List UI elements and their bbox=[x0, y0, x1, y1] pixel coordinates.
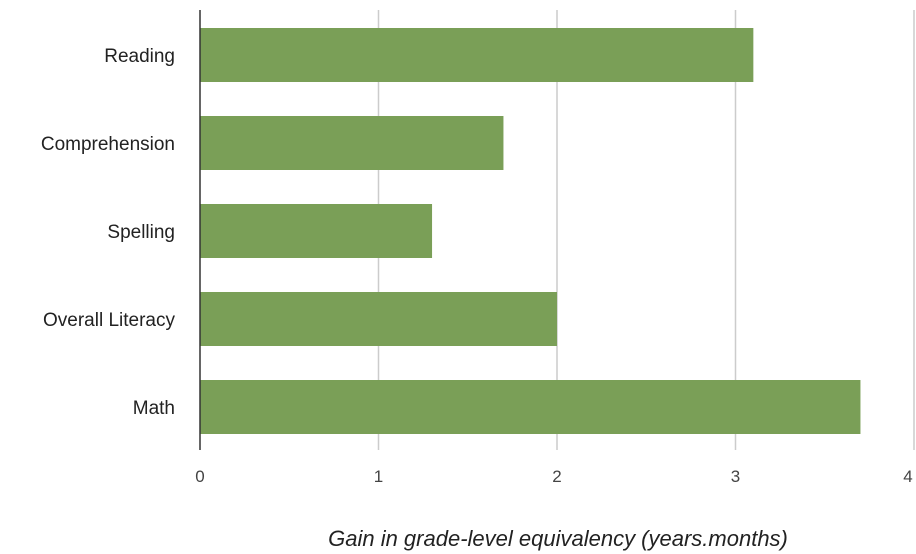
category-label: Math bbox=[133, 398, 175, 419]
category-label: Spelling bbox=[107, 222, 175, 243]
x-tick-label: 1 bbox=[374, 467, 383, 486]
category-label: Comprehension bbox=[41, 134, 175, 155]
bar-math bbox=[200, 380, 861, 434]
x-tick-label: 0 bbox=[195, 467, 204, 486]
bar-overall-literacy bbox=[200, 292, 557, 346]
x-tick-label: 4 bbox=[903, 467, 912, 486]
category-labels: Reading Comprehension Spelling Overall Lite… bbox=[41, 46, 176, 419]
x-tick-labels: 0 1 2 3 4 bbox=[195, 467, 912, 486]
bars bbox=[200, 28, 861, 434]
x-tick-label: 2 bbox=[552, 467, 561, 486]
bar-spelling bbox=[200, 204, 433, 258]
category-label: Reading bbox=[104, 46, 175, 67]
category-label: Overall Literacy bbox=[43, 310, 175, 331]
bar-comprehension bbox=[200, 116, 504, 170]
x-axis-title: Gain in grade-level equivalency (years.m… bbox=[328, 526, 788, 551]
x-tick-label: 3 bbox=[731, 467, 740, 486]
bar-reading bbox=[200, 28, 754, 82]
